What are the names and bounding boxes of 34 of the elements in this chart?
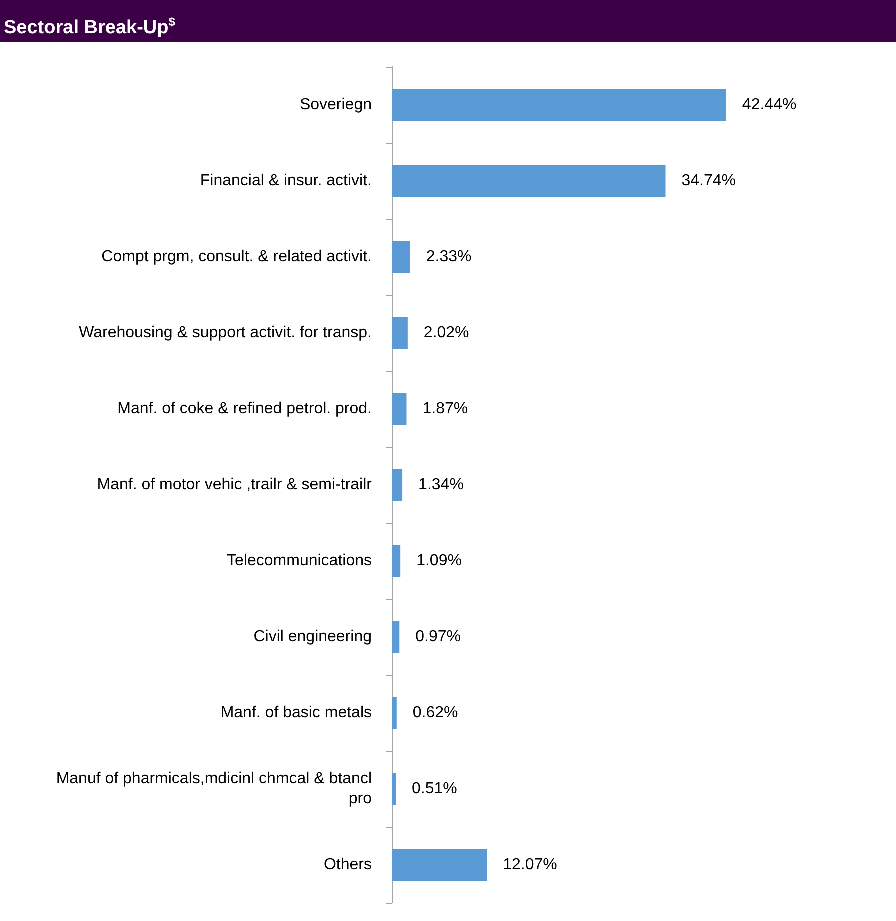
y-tick-label: Compt prgm, consult. & related activit. bbox=[102, 248, 372, 266]
bar bbox=[392, 849, 488, 881]
bar bbox=[392, 317, 408, 349]
data-label: 1.09% bbox=[416, 552, 462, 570]
data-label: 1.34% bbox=[418, 476, 464, 494]
data-label: 0.97% bbox=[416, 628, 462, 646]
bar bbox=[392, 697, 397, 729]
y-tick-label: Civil engineering bbox=[254, 628, 372, 646]
y-tick-label: Manf. of motor vehic ,trailr & semi-trailr bbox=[97, 476, 373, 494]
y-tick-label: Financial & insur. activit. bbox=[200, 172, 372, 190]
y-tick-label: Soveriegn bbox=[300, 96, 372, 114]
y-tick-label: Telecommunications bbox=[227, 552, 372, 570]
bar bbox=[392, 241, 410, 273]
data-label: 42.44% bbox=[742, 96, 797, 114]
y-tick-label: Manf. of coke & refined petrol. prod. bbox=[118, 400, 372, 418]
data-label: 2.02% bbox=[424, 324, 470, 342]
bar bbox=[392, 393, 407, 425]
y-tick-label: Others bbox=[324, 856, 372, 874]
data-label: 34.74% bbox=[682, 172, 736, 190]
bar bbox=[392, 165, 666, 197]
text: Sectoral Break-Up$^{$}$ bbox=[0, 0, 896, 42]
bar bbox=[392, 545, 401, 577]
y-tick-label: Manf. of basic metals bbox=[220, 704, 372, 722]
y-tick-label: Warehousing & support activit. for transp. bbox=[79, 324, 372, 342]
data-label: 0.62% bbox=[412, 704, 458, 722]
y-tick-label: Manuf of pharmicals,mdicinl chmcal & btancl pro bbox=[56, 770, 372, 808]
bar bbox=[392, 469, 403, 501]
data-label: 0.51% bbox=[412, 780, 458, 798]
data-label: 2.33% bbox=[426, 248, 472, 266]
data-label: 12.07% bbox=[503, 856, 558, 874]
bar bbox=[392, 773, 396, 805]
data-label: 1.87% bbox=[422, 400, 468, 418]
bar bbox=[392, 89, 726, 121]
bar bbox=[392, 621, 400, 653]
